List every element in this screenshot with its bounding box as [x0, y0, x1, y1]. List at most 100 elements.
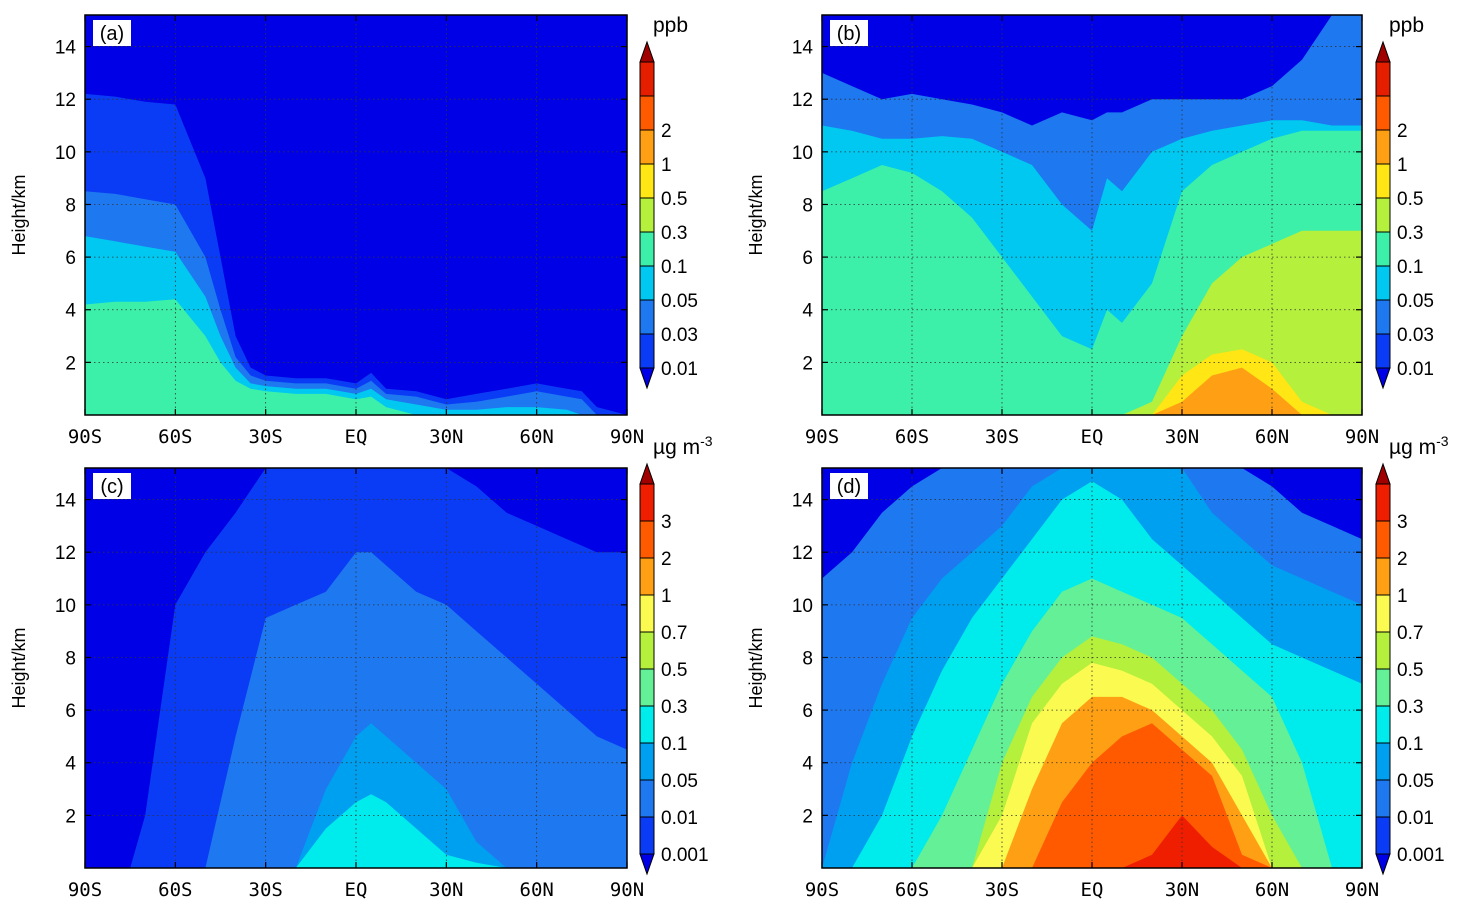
x-tick-label: EQ — [345, 426, 368, 448]
y-tick-label: 14 — [55, 38, 77, 59]
colorbar-label: 1 — [1397, 155, 1408, 176]
x-tick-label: 60N — [1255, 879, 1289, 901]
x-tick-label: 30N — [429, 879, 463, 901]
chart-panel-1: 90S 60S 30S EQ 30N 60N 90N2468101214Height/km(… — [9, 14, 698, 448]
colorbar-segment — [639, 594, 655, 633]
colorbar-label: 0.01 — [661, 808, 698, 829]
y-tick-label: 2 — [65, 353, 76, 374]
y-axis-label: Height/km — [9, 174, 29, 255]
colorbar-segment — [639, 231, 655, 267]
colorbar-unit: ppb — [1389, 14, 1424, 37]
colorbar-label: 0.001 — [661, 845, 709, 866]
contour-band-1 — [822, 367, 1362, 415]
y-axis-label: Height/km — [746, 627, 766, 708]
colorbar-segment — [1375, 668, 1391, 707]
contour-band-0p1 — [85, 794, 627, 868]
y-tick-label: 14 — [55, 491, 77, 512]
colorbar-label: 0.01 — [1397, 359, 1434, 380]
panel-label-text: (b) — [837, 23, 861, 45]
colorbar-bottom-triangle — [639, 367, 655, 390]
colorbar: 0.01 0.03 0.05 0.1 0.3 0.5 1 2 ppb — [639, 14, 698, 390]
colorbar-segment — [639, 779, 655, 818]
panel-label: (d) — [830, 473, 868, 499]
x-tick-label: 90S — [805, 426, 839, 448]
y-tick-label: 8 — [65, 648, 76, 669]
x-tick-label: 30N — [1165, 879, 1199, 901]
y-tick-label: 10 — [792, 596, 813, 617]
colorbar: 0.001 0.01 0.05 0.1 0.3 0.5 0.7 1 2 3 µg m-3 — [639, 433, 713, 876]
x-tick-label: 90S — [68, 426, 102, 448]
colorbar-segment — [1375, 483, 1391, 522]
colorbar-segment — [639, 95, 655, 131]
x-tick-label: 60S — [895, 879, 929, 901]
x-tick-label: 30N — [429, 426, 463, 448]
colorbar-unit: µg m-3 — [1389, 433, 1449, 459]
x-tick-label: 60N — [520, 426, 554, 448]
colorbar-label: 0.05 — [1397, 291, 1434, 312]
y-tick-label: 14 — [792, 38, 814, 59]
colorbar-bottom-triangle — [1375, 853, 1391, 876]
colorbar-label: 0.5 — [1397, 660, 1423, 681]
x-tick-label: 60N — [1255, 426, 1289, 448]
y-tick-label: 4 — [65, 301, 76, 322]
colorbar-segment — [639, 197, 655, 233]
colorbar-segment — [639, 61, 655, 97]
y-tick-label: 12 — [55, 90, 76, 111]
x-tick-label: 90S — [805, 879, 839, 901]
x-tick-label: 60N — [520, 879, 554, 901]
colorbar-segment — [639, 163, 655, 199]
colorbar-segment — [639, 705, 655, 744]
chart-panel-2: 90S 60S 30S EQ 30N 60N 90N2468101214Height/km(… — [746, 14, 1434, 448]
x-tick-label: EQ — [1081, 879, 1104, 901]
y-tick-label: 10 — [792, 143, 813, 164]
colorbar-top-triangle — [639, 462, 655, 485]
y-tick-label: 12 — [792, 543, 813, 564]
y-tick-label: 6 — [802, 701, 813, 722]
grid-lines — [85, 15, 627, 415]
panel-label-box — [830, 473, 868, 499]
x-tick-label: 60S — [895, 426, 929, 448]
colorbar-segment — [1375, 333, 1391, 369]
colorbar-top-triangle — [1375, 40, 1391, 63]
y-axis-label: Height/km — [746, 174, 766, 255]
colorbar-label: 0.1 — [661, 257, 687, 278]
colorbar-label: 2 — [661, 121, 672, 142]
panel-label: (a) — [93, 20, 131, 46]
colorbar-segment — [1375, 520, 1391, 559]
contour-band-0p05 — [85, 723, 627, 868]
colorbar-label: 0.7 — [661, 623, 687, 644]
x-tick-label: 90S — [68, 879, 102, 901]
colorbar-segment — [639, 483, 655, 522]
colorbar-label: 0.3 — [1397, 223, 1423, 244]
y-tick-label: 4 — [65, 754, 76, 775]
colorbar-segment — [1375, 816, 1391, 855]
x-tick-label: 30S — [985, 879, 1019, 901]
colorbar-label: 2 — [1397, 549, 1408, 570]
colorbar-unit-superscript: -3 — [700, 433, 713, 449]
y-tick-label: 12 — [792, 90, 813, 111]
panel-label-box — [830, 20, 868, 46]
colorbar-segment — [1375, 197, 1391, 233]
colorbar-label: 1 — [661, 586, 672, 607]
colorbar-segment — [1375, 705, 1391, 744]
y-tick-label: 6 — [65, 701, 76, 722]
x-tick-label: 30S — [249, 879, 283, 901]
colorbar-segment — [1375, 779, 1391, 818]
colorbar-bottom-triangle — [1375, 367, 1391, 390]
colorbar: 0.001 0.01 0.05 0.1 0.3 0.5 0.7 1 2 3 µg m-3 — [1375, 433, 1449, 876]
colorbar-segment — [1375, 231, 1391, 267]
y-tick-label: 6 — [802, 248, 813, 269]
colorbar-segment — [639, 816, 655, 855]
y-tick-label: 2 — [802, 353, 813, 374]
colorbar-segment — [1375, 265, 1391, 301]
colorbar-label: 0.03 — [1397, 325, 1434, 346]
colorbar-segment — [639, 557, 655, 596]
colorbar-segment — [1375, 557, 1391, 596]
panel-label-box — [93, 473, 131, 499]
colorbar-segment — [1375, 163, 1391, 199]
y-tick-label: 2 — [802, 806, 813, 827]
y-tick-label: 2 — [65, 806, 76, 827]
grid-lines — [85, 468, 627, 868]
colorbar-label: 2 — [1397, 121, 1408, 142]
colorbar-label: 0.05 — [661, 291, 698, 312]
